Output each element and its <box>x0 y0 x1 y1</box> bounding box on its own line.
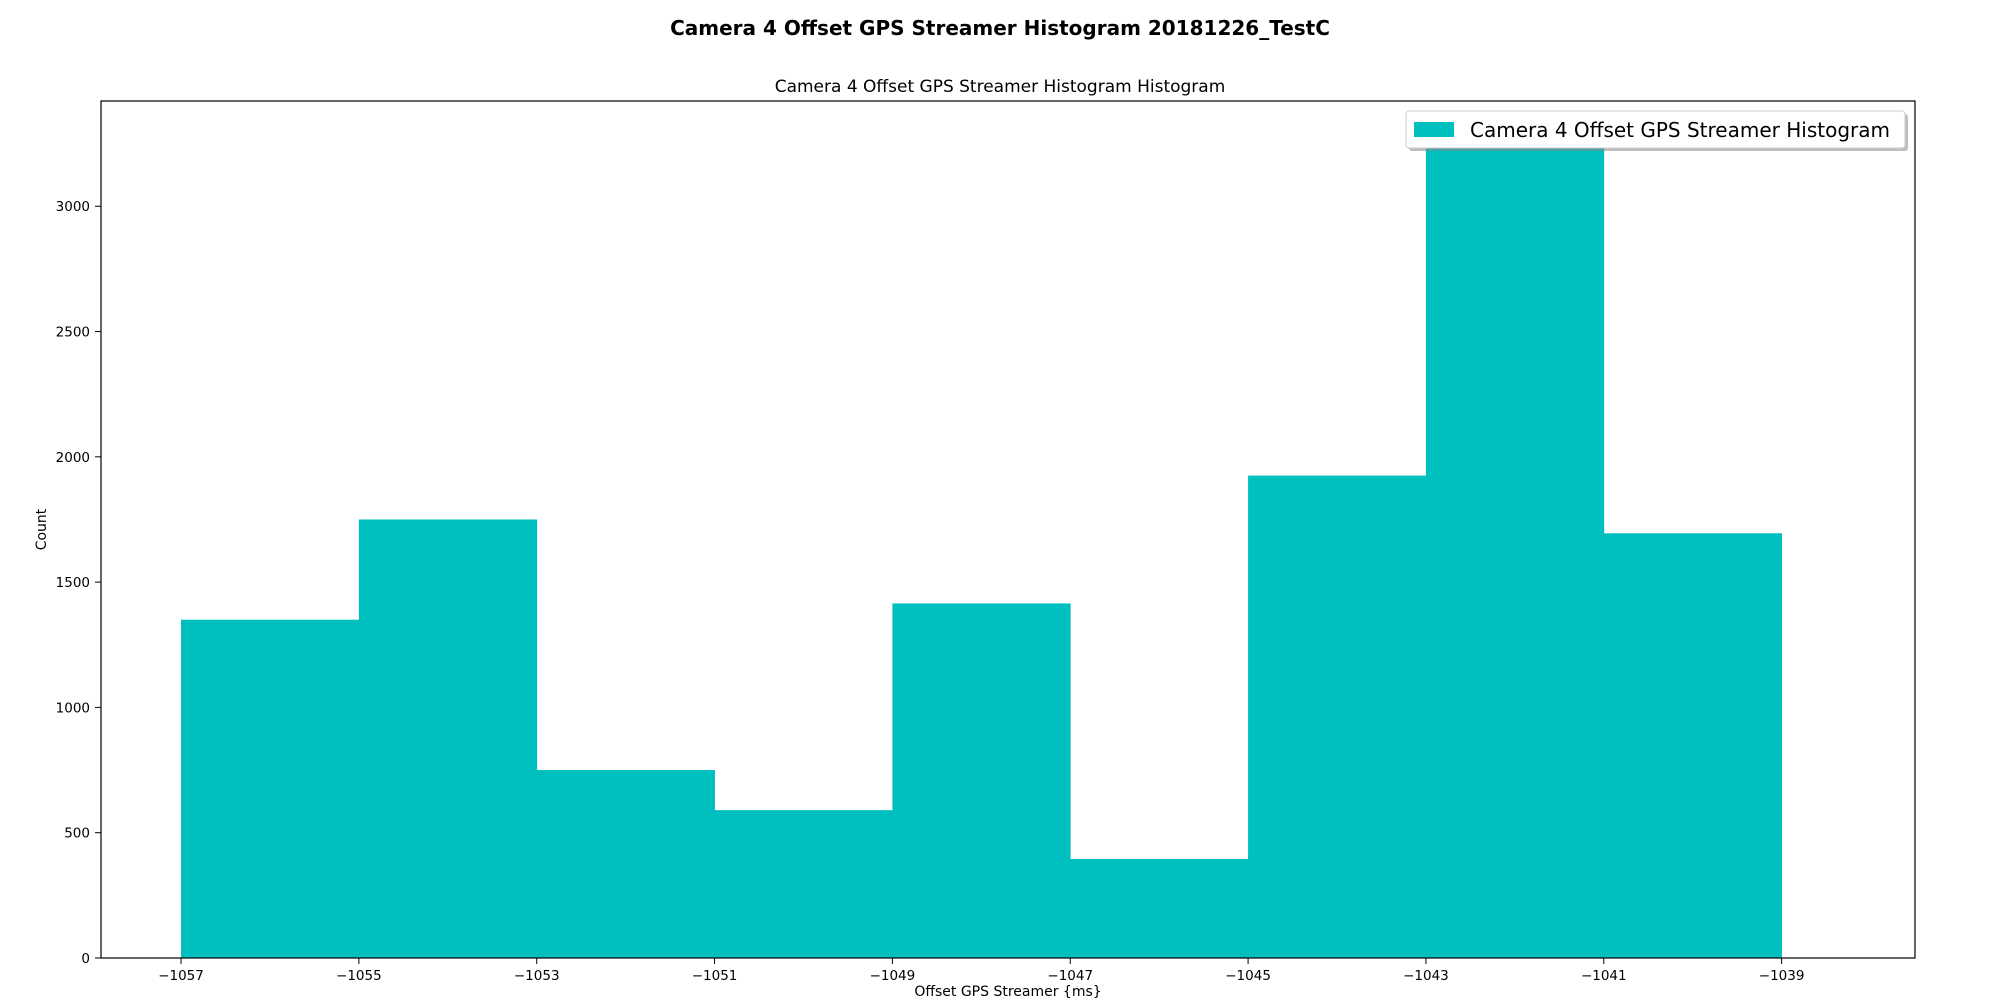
histogram-bar <box>1603 533 1783 958</box>
y-tick-label: 1000 <box>56 700 90 716</box>
legend-entry-label: Camera 4 Offset GPS Streamer Histogram <box>1470 118 1890 142</box>
x-tick-label: −1045 <box>1225 968 1271 984</box>
x-tick-label: −1053 <box>514 968 560 984</box>
histogram-bar <box>1425 146 1605 958</box>
x-tick-label: −1057 <box>158 968 204 984</box>
x-tick-label: −1041 <box>1581 968 1627 984</box>
y-axis-label: Count <box>34 508 50 550</box>
histogram-bar <box>358 519 538 958</box>
x-tick-label: −1055 <box>336 968 382 984</box>
x-tick-label: −1047 <box>1047 968 1093 984</box>
plot-frame <box>100 100 1916 959</box>
histogram-bar <box>1070 859 1249 958</box>
legend-swatch <box>1414 122 1454 137</box>
x-tick-label: −1043 <box>1403 968 1449 984</box>
y-tick-label: 0 <box>81 951 90 967</box>
legend-box <box>1405 110 1906 149</box>
y-tick-label: 2500 <box>56 325 90 341</box>
x-axis-label: Offset GPS Streamer {ms} <box>914 984 1101 1000</box>
histogram-bar <box>1248 475 1427 958</box>
y-axis-ticks: 0 500 1000 1500 2000 2500 3000 <box>56 199 101 967</box>
x-tick-label: −1051 <box>692 968 738 984</box>
y-tick-label: 3000 <box>56 199 90 215</box>
y-tick-label: 1500 <box>56 575 90 591</box>
legend: Camera 4 Offset GPS Streamer Histogram <box>1405 110 1908 151</box>
histogram-bars <box>181 146 1783 958</box>
figure-title: Camera 4 Offset GPS Streamer Histogram 2… <box>670 16 1330 40</box>
chart-title: Camera 4 Offset GPS Streamer Histogram H… <box>775 77 1226 97</box>
y-tick-label: 2000 <box>56 450 90 466</box>
histogram-bar <box>714 810 893 958</box>
x-tick-label: −1049 <box>870 968 916 984</box>
y-tick-label: 500 <box>64 826 90 842</box>
histogram-bar <box>892 603 1071 958</box>
histogram-bar <box>536 770 715 958</box>
histogram-bar <box>181 619 360 958</box>
x-tick-label: −1039 <box>1759 968 1805 984</box>
x-axis-ticks: −1057 −1055 −1053 −1051 −1049 −1047 −1045 −1043… <box>158 958 1804 984</box>
